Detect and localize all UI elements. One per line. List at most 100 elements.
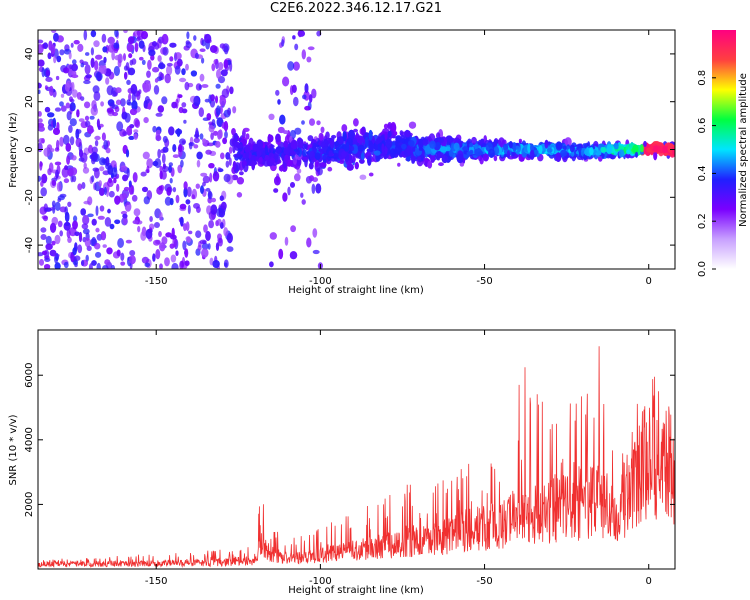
spectrogram-cell bbox=[258, 156, 263, 163]
spectrogram-cell bbox=[179, 138, 186, 146]
spectrogram-cell bbox=[45, 235, 52, 245]
spectrogram-cell bbox=[418, 147, 424, 152]
spectrogram-cell bbox=[68, 125, 73, 133]
spectrogram-cell bbox=[441, 155, 449, 164]
spectrogram-cell bbox=[44, 85, 48, 90]
spectrogram-cell bbox=[427, 136, 432, 141]
spectrogram-cell bbox=[224, 262, 228, 267]
spectrogram-cell bbox=[113, 177, 117, 184]
spectrogram-cell bbox=[367, 155, 372, 166]
spectrogram-cell bbox=[225, 160, 230, 168]
spectrogram-cell bbox=[104, 217, 112, 227]
spectrogram-cell bbox=[205, 149, 212, 155]
spectrogram-cell bbox=[242, 127, 250, 132]
spectrogram-cell bbox=[228, 146, 233, 154]
spectrogram-cell bbox=[45, 69, 50, 77]
spectrogram-cell bbox=[219, 43, 226, 49]
spectrogram-cell bbox=[252, 143, 259, 152]
spectrogram-cell bbox=[75, 128, 80, 140]
spectrogram-cell bbox=[60, 93, 65, 98]
spectrogram-cell bbox=[406, 145, 412, 155]
spectrogram-cell bbox=[296, 168, 302, 174]
spectrogram-cell bbox=[101, 33, 107, 43]
y-tick-label: 0 bbox=[24, 146, 35, 152]
y-tick-label: -20 bbox=[24, 189, 35, 205]
spectrogram-cell bbox=[120, 210, 128, 215]
spectrogram-cell bbox=[126, 79, 131, 85]
y-tick-label: 40 bbox=[24, 48, 35, 61]
spectrogram-cell bbox=[203, 224, 208, 233]
spectrogram-cell bbox=[311, 88, 317, 99]
spectrogram-cell bbox=[100, 101, 104, 107]
spectrogram-cell bbox=[307, 135, 314, 142]
spectrogram-cell bbox=[383, 123, 389, 129]
spectrogram-cell bbox=[141, 59, 146, 65]
spectrogram-cell bbox=[104, 259, 111, 266]
spectrogram-cell bbox=[88, 144, 93, 154]
spectrogram-cell bbox=[54, 107, 62, 112]
spectrogram-cell bbox=[126, 99, 131, 106]
spectrogram-cell bbox=[223, 45, 229, 55]
spectrogram-cell bbox=[365, 136, 369, 147]
spectrogram-cell bbox=[147, 59, 152, 70]
spectrogram-cell bbox=[64, 211, 70, 223]
spectrogram-cell bbox=[72, 175, 77, 183]
spectrogram-cell bbox=[123, 65, 129, 71]
spectrogram-cell bbox=[70, 42, 74, 48]
spectrogram-cell bbox=[295, 149, 300, 156]
spectrogram-cell bbox=[38, 122, 45, 128]
spectrogram-cell bbox=[129, 124, 135, 129]
spectrogram-cell bbox=[166, 62, 173, 67]
spectrogram-cell bbox=[155, 239, 161, 245]
spectrogram-cell bbox=[39, 161, 43, 167]
spectrogram-cell bbox=[107, 99, 115, 107]
spectrogram-cell bbox=[207, 191, 213, 200]
colorbar-tick-label: 0.0 bbox=[697, 261, 708, 277]
spectrogram-cell bbox=[159, 211, 163, 221]
spectrogram-cell bbox=[115, 87, 122, 94]
spectrogram-cell bbox=[141, 256, 149, 264]
spectrogram-cell bbox=[218, 208, 226, 218]
spectrogram-cell bbox=[44, 264, 51, 269]
spectrogram-cell bbox=[325, 131, 330, 140]
spectrogram-cell bbox=[131, 100, 138, 111]
spectrogram-cell bbox=[99, 166, 105, 172]
spectrogram-cell bbox=[210, 45, 218, 53]
spectrogram-cell bbox=[200, 185, 204, 194]
spectrogram-cell bbox=[389, 148, 396, 159]
spectrogram-cell bbox=[399, 130, 404, 136]
spectrogram-cell bbox=[47, 52, 52, 60]
spectrogram-cell bbox=[51, 200, 56, 208]
spectrogram-cell bbox=[106, 247, 113, 255]
spectrogram-cell bbox=[143, 117, 149, 124]
spectrogram-cell bbox=[159, 242, 166, 252]
spectrogram-cell bbox=[319, 162, 327, 168]
spectrogram-cell bbox=[38, 175, 42, 182]
spectrogram-cell bbox=[369, 142, 374, 152]
x-tick-label: -100 bbox=[309, 276, 332, 287]
spectrogram-cell bbox=[114, 195, 121, 205]
colorbar-gradient bbox=[712, 30, 736, 269]
spectrogram-cell bbox=[179, 203, 187, 210]
spectrogram-cell bbox=[281, 39, 285, 47]
spectrogram-cell bbox=[512, 142, 517, 153]
spectrogram-cell bbox=[159, 165, 163, 173]
spectrogram-cell bbox=[474, 147, 482, 157]
spectrogram-cell bbox=[55, 201, 61, 211]
spectrogram-cell bbox=[210, 94, 215, 102]
spectrogram-cell bbox=[95, 54, 103, 60]
spectrogram-cell bbox=[61, 167, 69, 178]
spectrogram-cell bbox=[134, 119, 141, 128]
spectrogram-y-label: Frequency (Hz) bbox=[8, 112, 19, 188]
spectrogram-cell bbox=[401, 143, 407, 150]
spectrogram-cell bbox=[515, 145, 520, 150]
spectrogram-cell bbox=[179, 216, 184, 227]
spectrogram-cell bbox=[208, 220, 215, 229]
spectrogram-cell bbox=[188, 230, 193, 235]
spectrogram-cell bbox=[341, 150, 347, 158]
spectrogram-cell bbox=[223, 227, 229, 237]
spectrogram-cell bbox=[417, 138, 424, 149]
spectrogram-cell bbox=[72, 89, 78, 98]
spectrogram-cell bbox=[161, 96, 168, 105]
spectrogram-cell bbox=[353, 118, 359, 127]
